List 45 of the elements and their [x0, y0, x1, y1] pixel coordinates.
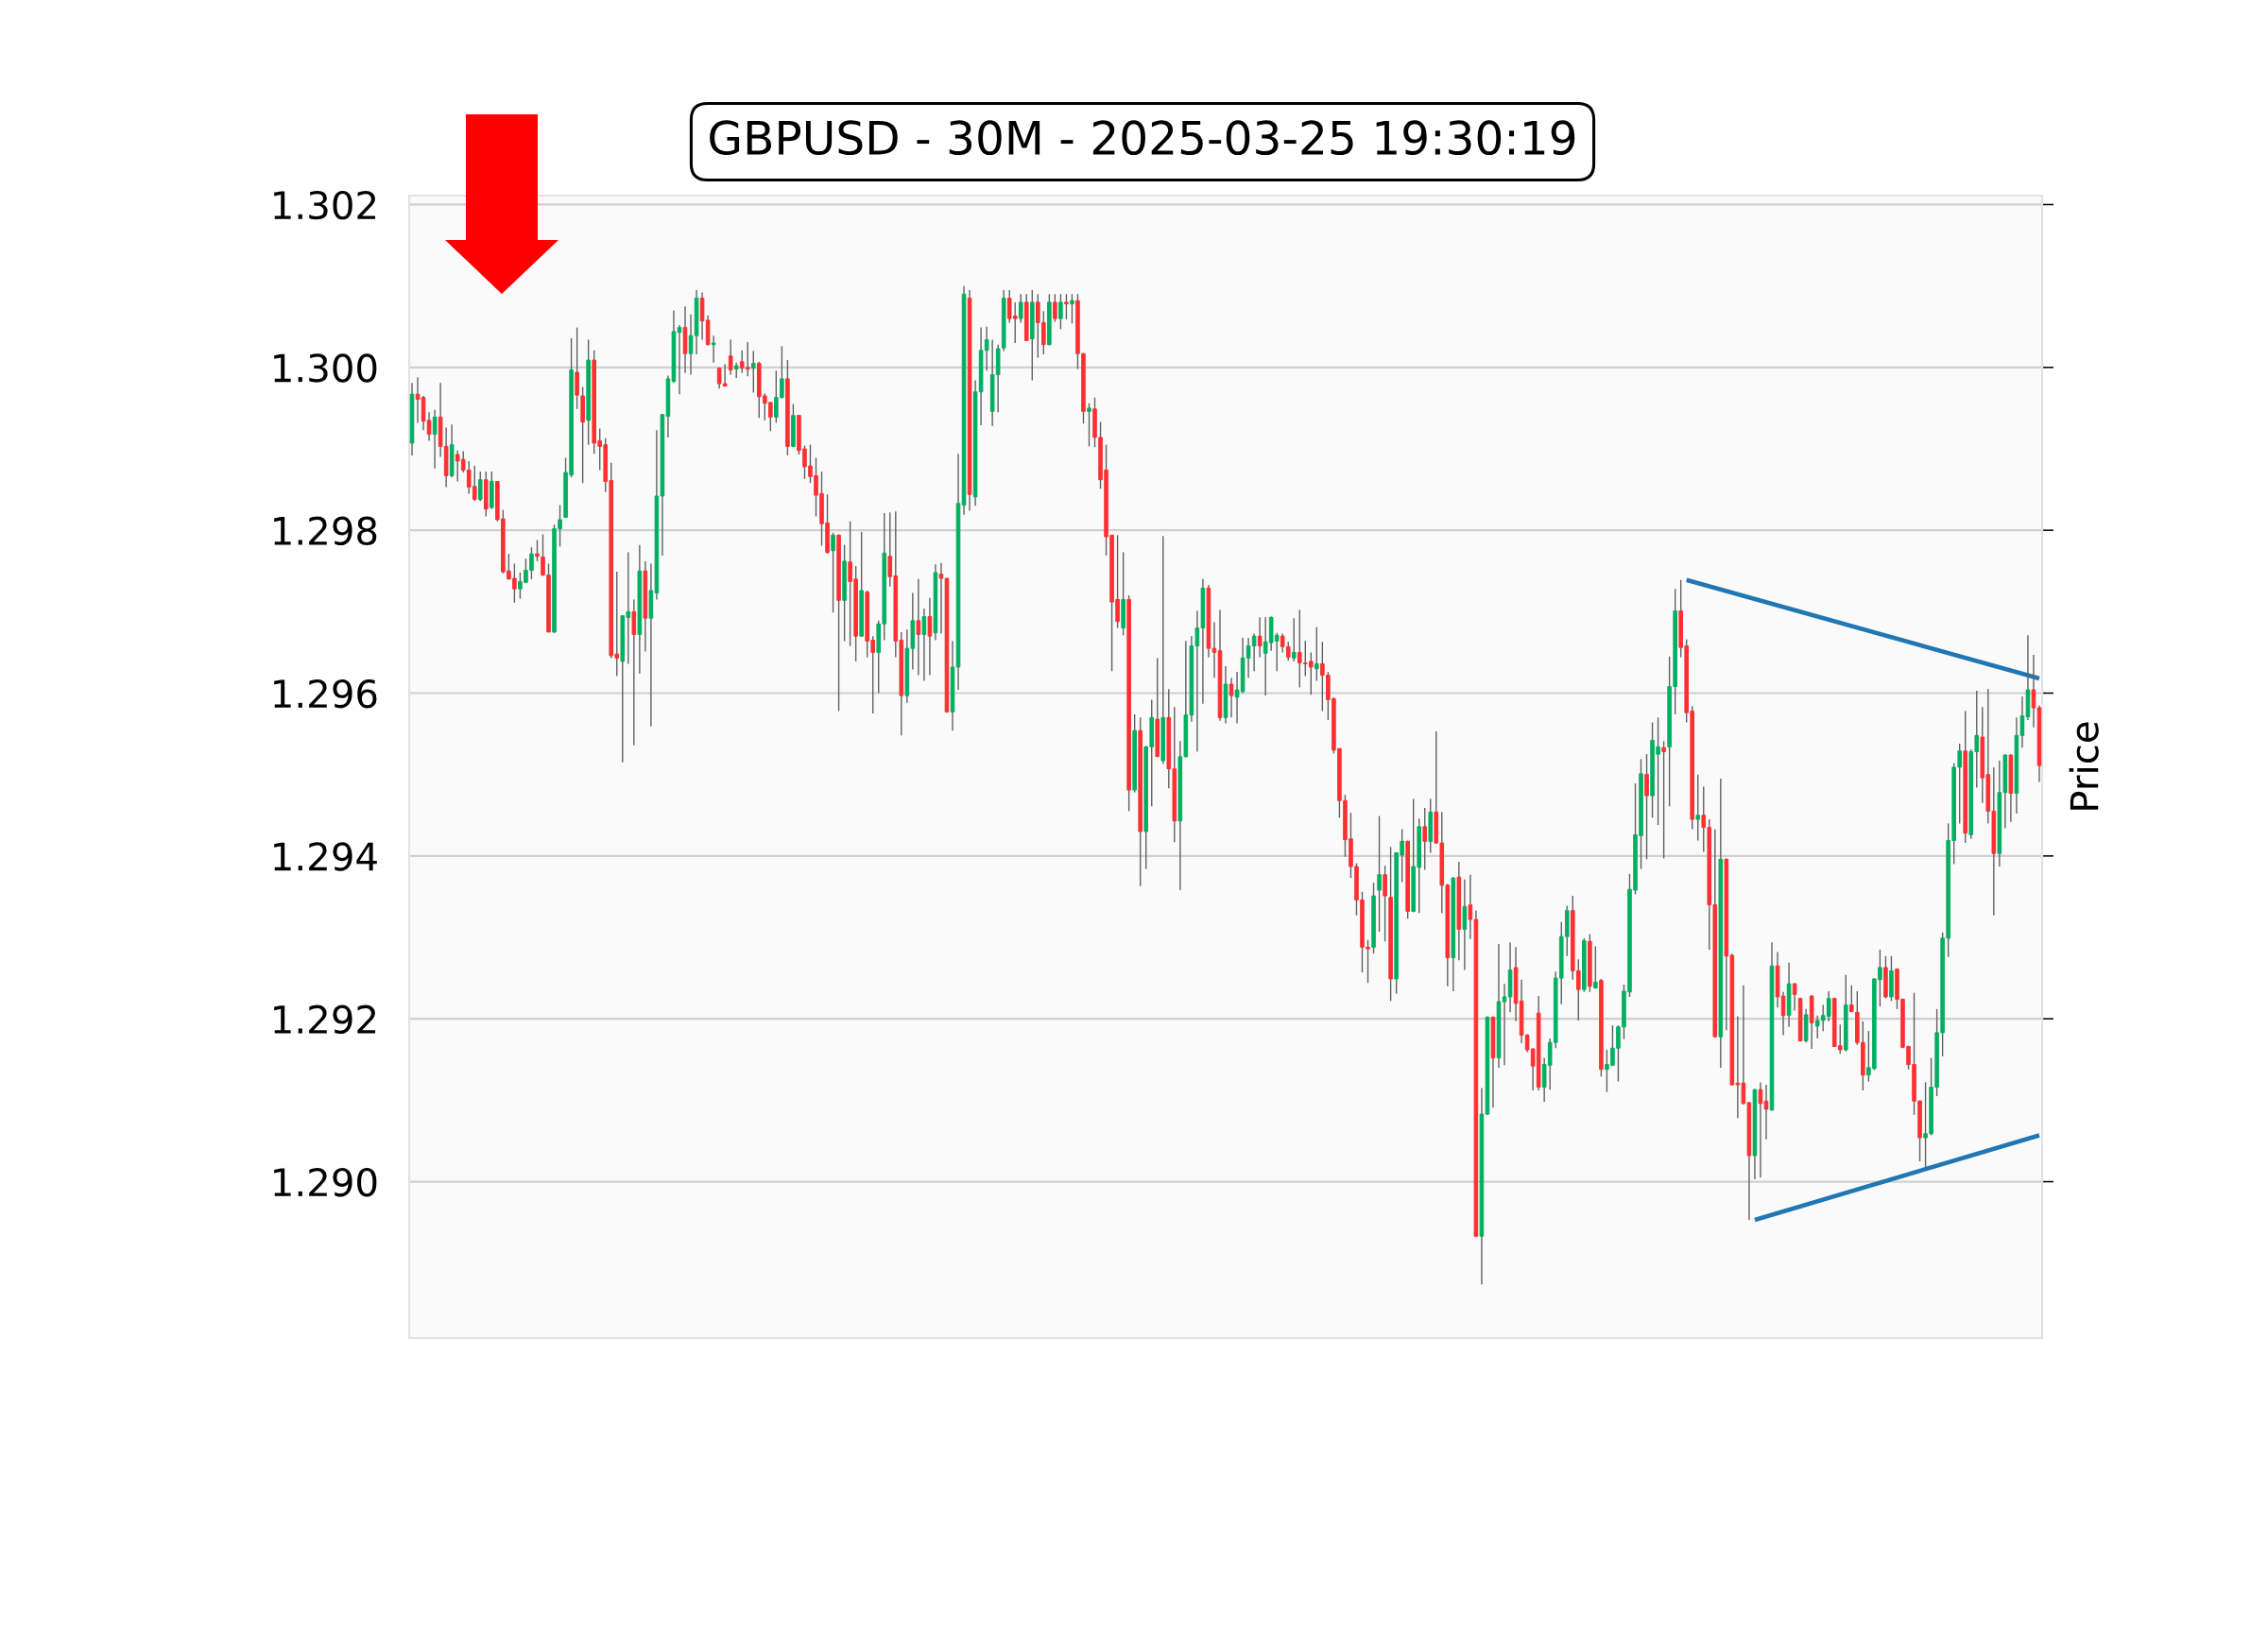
chart-title: GBPUSD - 30M - 2025-03-25 19:30:19 [710, 120, 1575, 156]
candlestick [711, 335, 716, 364]
candlestick [916, 578, 921, 677]
y-tick-label: 1.298 [274, 516, 377, 546]
y-tick-label: 1.300 [274, 353, 377, 383]
candlestick [1383, 865, 1387, 943]
candlestick [1291, 617, 1297, 662]
candlestick [1070, 293, 1074, 324]
candlestick [1422, 807, 1428, 871]
candlestick [1018, 293, 1023, 324]
candlestick [1661, 740, 1666, 860]
candlestick [1849, 985, 1854, 1014]
candlestick [1763, 1084, 1769, 1141]
candlestick [2031, 654, 2036, 729]
candlestick [1644, 753, 1649, 861]
y-tick-label: 1.294 [274, 842, 377, 871]
y-tick-label: 1.296 [274, 678, 377, 709]
candlestick [1792, 982, 1797, 1012]
candlestick [1502, 983, 1507, 1067]
y-axis-title: Price [2069, 722, 2099, 810]
candlestick [1228, 677, 1234, 719]
candlestick [1377, 815, 1382, 933]
candlestick [535, 539, 540, 562]
candlestick [1058, 293, 1063, 331]
candlestick [728, 338, 733, 376]
candlestick [1234, 671, 1240, 725]
candlestick [1257, 616, 1263, 659]
candlestick [750, 350, 756, 394]
candlestick [477, 471, 483, 502]
candlestick [831, 532, 835, 613]
candlestick [1695, 773, 1701, 842]
candlestick [1593, 945, 1598, 990]
candlestick [921, 608, 927, 682]
y-tick-label: 1.290 [274, 1167, 377, 1197]
y-tick-label: 1.302 [274, 190, 376, 220]
candlestick [432, 408, 438, 470]
candlestick [1087, 403, 1091, 448]
candlestick [1064, 293, 1069, 320]
candlestick [1314, 626, 1319, 682]
candlestick [1053, 293, 1057, 323]
y-tick-label: 1.292 [274, 1004, 376, 1035]
candlestick [938, 561, 944, 635]
candlestick [927, 596, 933, 677]
candlestick [1211, 621, 1217, 678]
candlestick [1780, 991, 1786, 1037]
